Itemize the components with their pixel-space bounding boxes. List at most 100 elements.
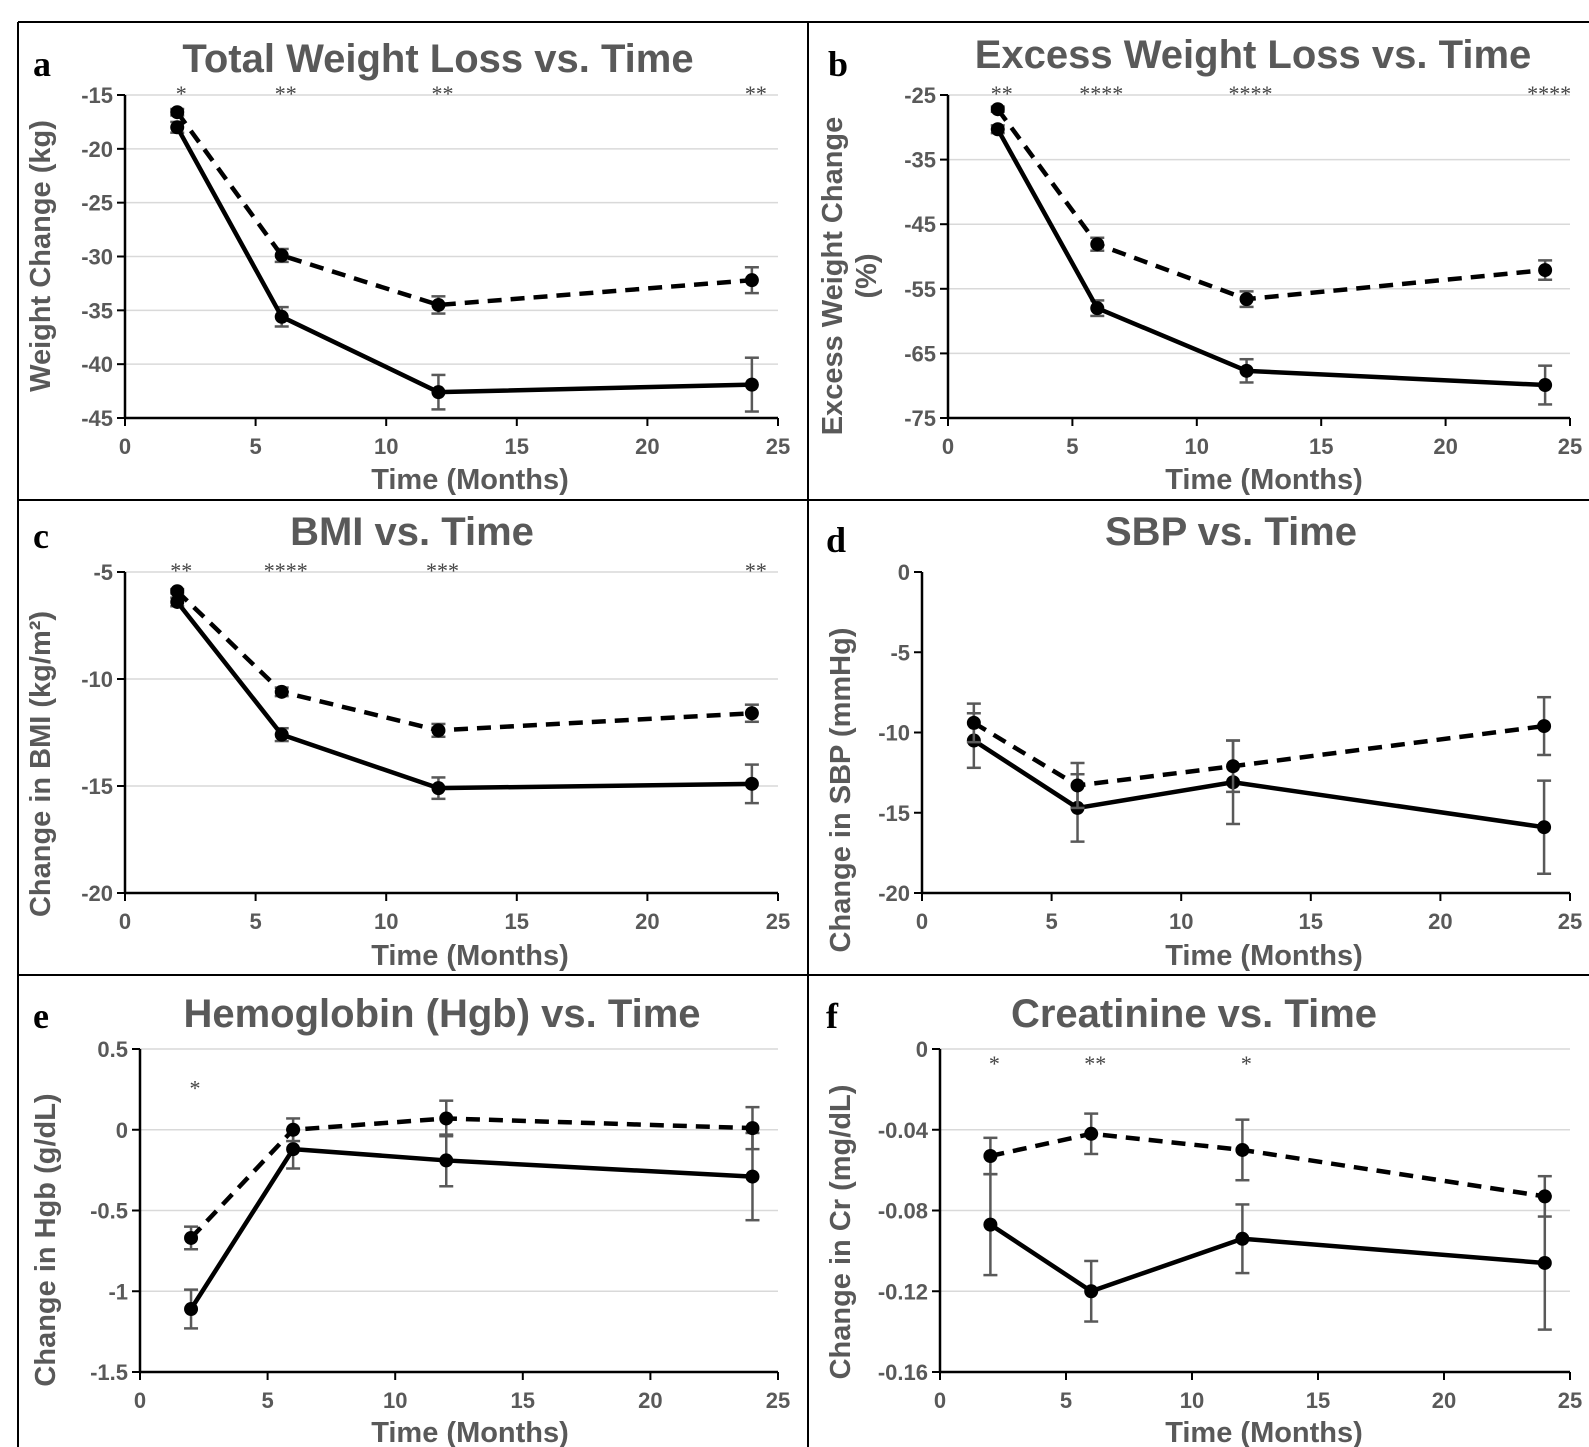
series-dashed <box>966 695 1552 810</box>
x-tick-label: 0 <box>119 434 131 459</box>
series-line <box>175 126 752 395</box>
x-tick-label: 25 <box>1558 909 1582 934</box>
data-point <box>431 385 446 400</box>
significance-marker: * <box>989 1051 1000 1076</box>
data-point <box>439 1111 454 1126</box>
series-line <box>995 128 1546 388</box>
y-tick-label: -75 <box>904 406 936 431</box>
data-point <box>990 122 1005 137</box>
y-tick-label: -5 <box>93 560 113 585</box>
x-tick-label: 10 <box>383 1388 407 1413</box>
x-tick-label: 5 <box>1045 909 1057 934</box>
x-tick-label: 0 <box>134 1388 146 1413</box>
significance-marker: ** <box>170 558 192 583</box>
series-line <box>175 600 752 791</box>
significance-marker: **** <box>264 558 308 583</box>
y-tick-label: -1.5 <box>90 1360 128 1385</box>
significance-marker: **** <box>1079 81 1123 106</box>
significance-marker: ** <box>991 81 1013 106</box>
y-tick-label: -0.12 <box>878 1279 928 1304</box>
data-point <box>431 723 446 738</box>
y-tick-label: 0 <box>116 1118 128 1143</box>
series-line <box>972 720 1545 788</box>
y-tick-label: -0.08 <box>878 1199 928 1224</box>
x-tick-label: 10 <box>374 434 398 459</box>
y-axis-label: Change in Hgb (g/dL) <box>30 1093 62 1386</box>
x-tick-label: 15 <box>505 434 529 459</box>
series-solid <box>184 1128 760 1330</box>
data-point <box>1090 237 1105 252</box>
panel-letter: e <box>33 996 49 1036</box>
y-tick-label: -45 <box>81 406 113 431</box>
data-point <box>1084 1126 1099 1141</box>
data-point <box>1538 378 1553 393</box>
data-point <box>184 1230 199 1245</box>
chart-title: Creatinine vs. Time <box>1011 992 1377 1036</box>
x-tick-label: 20 <box>635 909 659 934</box>
y-tick-label: -65 <box>904 341 936 366</box>
chart-title: Total Weight Loss vs. Time <box>182 37 693 81</box>
data-point <box>745 1121 760 1136</box>
significance-marker: ** <box>431 81 453 106</box>
x-tick-label: 20 <box>1432 1388 1456 1413</box>
x-tick-label: 15 <box>505 909 529 934</box>
panel-a: -15 -20 -25 -30 -35 -40 -450 5 10 15 20 25 Total Wei… <box>25 37 790 496</box>
significance-marker: ** <box>745 558 767 583</box>
y-tick-label: -35 <box>904 148 936 173</box>
significance-marker: * <box>176 81 187 106</box>
x-axis-label: Time (Months) <box>371 1417 569 1447</box>
x-tick-label: 15 <box>1309 434 1333 459</box>
y-tick-label: -10 <box>878 721 910 746</box>
y-tick-label: -15 <box>878 801 910 826</box>
y-tick-label: -20 <box>81 137 113 162</box>
y-axis-label: Change in BMI (kg/m²) <box>25 611 57 917</box>
x-tick-label: 20 <box>1433 434 1457 459</box>
data-point <box>170 120 185 135</box>
y-tick-label: -0.04 <box>878 1118 929 1143</box>
x-tick-label: 25 <box>1558 1388 1582 1413</box>
x-tick-label: 0 <box>119 909 131 934</box>
x-tick-label: 5 <box>261 1388 273 1413</box>
data-point <box>1226 759 1241 774</box>
y-tick-label: -55 <box>904 277 936 302</box>
y-axis-label: Change in SBP (mmHg) <box>825 628 857 953</box>
y-tick-label: -40 <box>81 352 113 377</box>
y-tick-label: 0.5 <box>97 1037 128 1062</box>
data-point <box>990 102 1005 117</box>
data-point <box>1090 301 1105 316</box>
data-point <box>983 1217 998 1232</box>
x-tick-label: 0 <box>916 909 928 934</box>
y-axis-label: Weight Change (kg) <box>25 120 57 392</box>
significance-marker: **** <box>1229 81 1273 106</box>
x-tick-label: 10 <box>374 909 398 934</box>
data-point <box>274 248 289 263</box>
panel-letter: d <box>826 520 846 560</box>
y-tick-label: -35 <box>81 298 113 323</box>
data-point <box>744 706 759 721</box>
data-point <box>745 1169 760 1184</box>
data-point <box>1537 820 1552 835</box>
x-tick-label: 0 <box>934 1388 946 1413</box>
x-tick-label: 5 <box>249 434 261 459</box>
series-solid <box>170 120 759 413</box>
y-tick-label: -25 <box>904 83 936 108</box>
x-tick-label: 20 <box>638 1388 662 1413</box>
data-point <box>274 309 289 324</box>
series-dashed <box>184 1099 760 1251</box>
series-line <box>989 1222 1545 1294</box>
chart-title: Hemoglobin (Hgb) vs. Time <box>183 992 700 1036</box>
significance-marker: * <box>1241 1051 1252 1076</box>
panel-f: 0-0.04-0.08-0.12-0.160 5 10 15 20 25Creatinin… <box>825 992 1582 1447</box>
significance-marker: ** <box>745 81 767 106</box>
x-axis-label: Time (Months) <box>371 464 569 496</box>
significance-marker: **** <box>1527 81 1571 106</box>
x-axis-label: Time (Months) <box>371 940 569 972</box>
y-tick-label: -15 <box>81 83 113 108</box>
x-tick-label: 5 <box>1066 434 1078 459</box>
data-point <box>1537 1255 1552 1270</box>
series-solid <box>966 711 1552 875</box>
data-point <box>744 377 759 392</box>
x-tick-label: 15 <box>1299 909 1323 934</box>
